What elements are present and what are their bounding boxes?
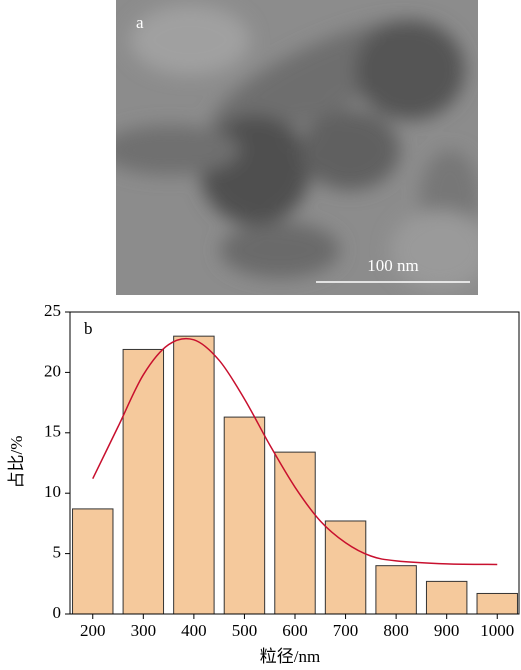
y-tick-label: 20	[44, 361, 61, 380]
bar	[375, 565, 417, 615]
x-tick-label: 600	[282, 621, 308, 640]
x-tick-label: 900	[434, 621, 460, 640]
bar	[324, 520, 367, 615]
x-tick-label: 500	[232, 621, 258, 640]
micrograph: a 100 nm	[116, 0, 478, 295]
y-tick-label: 25	[44, 301, 61, 320]
x-tick-label: 300	[131, 621, 157, 640]
bar	[274, 451, 316, 615]
bar	[223, 416, 266, 615]
bar	[476, 592, 518, 615]
y-tick-label: 5	[53, 543, 62, 562]
y-tick-label: 15	[44, 422, 61, 441]
bar	[173, 335, 215, 615]
y-tick-label: 0	[53, 603, 62, 622]
bar	[72, 508, 114, 615]
x-tick-label: 1000	[480, 621, 514, 640]
bar	[122, 348, 165, 615]
x-tick-label: 400	[181, 621, 207, 640]
panel-label: a	[136, 13, 144, 32]
x-axis-label: 粒径/nm	[260, 647, 320, 666]
x-tick-label: 800	[383, 621, 409, 640]
scale-bar-label: 100 nm	[367, 256, 418, 275]
y-tick-label: 10	[44, 482, 61, 501]
y-axis-label: 占比/%	[7, 436, 26, 489]
x-tick-label: 200	[80, 621, 106, 640]
x-tick-label: 700	[333, 621, 359, 640]
fit-curve	[92, 337, 498, 566]
bar	[425, 580, 468, 615]
panel-label: b	[84, 319, 93, 338]
